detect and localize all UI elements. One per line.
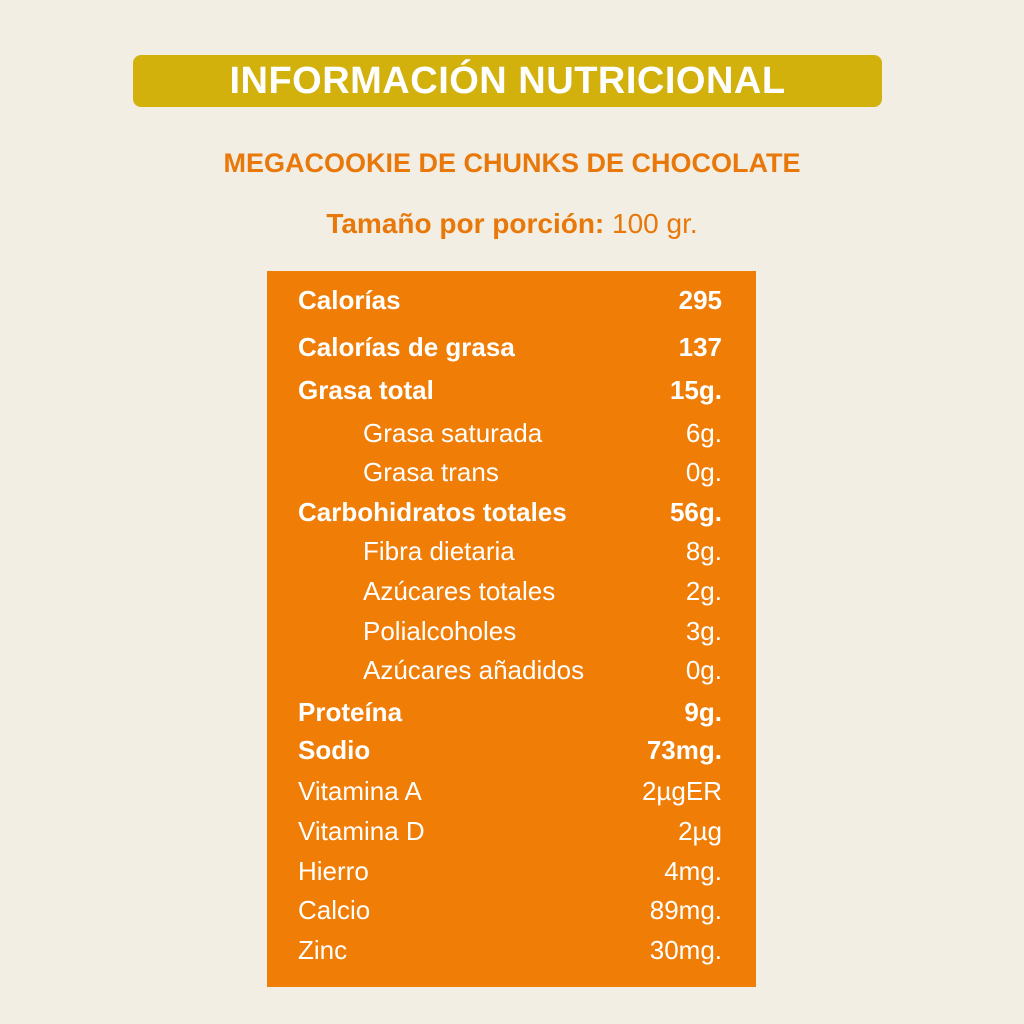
table-row: Calorías 295 bbox=[267, 282, 756, 318]
serving-label: Tamaño por porción: bbox=[326, 208, 605, 239]
table-row: Hierro 4mg. bbox=[267, 853, 756, 889]
nutrient-amount: 0g. bbox=[685, 655, 722, 685]
table-row: Proteína 9g. bbox=[267, 694, 756, 730]
nutrient-amount: 2µg bbox=[678, 816, 722, 846]
nutrient-amount: 8g. bbox=[685, 536, 722, 566]
table-row: Polialcoholes 3g. bbox=[267, 613, 756, 649]
nutrient-name: Sodio bbox=[298, 735, 371, 765]
nutrient-amount: 89mg. bbox=[649, 895, 722, 925]
nutrient-name: Grasa total bbox=[298, 375, 434, 405]
nutrient-amount: 2g. bbox=[685, 576, 722, 606]
nutrient-amount: 30mg. bbox=[649, 935, 722, 965]
nutrient-amount: 295 bbox=[678, 285, 722, 315]
nutrient-name: Hierro bbox=[298, 856, 369, 886]
nutrient-amount: 73mg. bbox=[646, 735, 722, 765]
serving-value: 100 gr. bbox=[612, 208, 698, 239]
nutrient-amount: 15g. bbox=[669, 375, 722, 405]
nutrient-amount: 3g. bbox=[685, 616, 722, 646]
nutrient-amount: 56g. bbox=[669, 497, 722, 527]
nutrient-name: Calorías bbox=[298, 285, 401, 315]
nutrition-table: Calorías 295 Calorías de grasa 137 Grasa tot… bbox=[267, 271, 756, 987]
nutrient-name: Zinc bbox=[298, 935, 348, 965]
nutrient-name: Calcio bbox=[298, 895, 371, 925]
nutrient-amount: 9g. bbox=[684, 697, 722, 727]
table-row: Fibra dietaria 8g. bbox=[267, 533, 756, 569]
nutrient-amount: 4mg. bbox=[664, 856, 722, 886]
table-row: Vitamina D 2µg bbox=[267, 813, 756, 849]
nutrient-amount: 6g. bbox=[685, 418, 722, 448]
title: INFORMACIÓN NUTRICIONAL bbox=[133, 55, 882, 107]
table-row: Sodio 73mg. bbox=[267, 732, 756, 768]
nutrient-name: Polialcoholes bbox=[363, 616, 517, 646]
table-row: Grasa total 15g. bbox=[267, 372, 756, 408]
table-row: Azúcares totales 2g. bbox=[267, 573, 756, 609]
nutrient-amount: 0g. bbox=[685, 457, 722, 487]
serving: Tamaño por porción: 100 gr. bbox=[0, 208, 1024, 240]
nutrient-amount: 137 bbox=[678, 332, 722, 362]
nutrient-name: Vitamina D bbox=[298, 816, 425, 846]
nutrient-name: Grasa saturada bbox=[363, 418, 543, 448]
nutrient-name: Calorías de grasa bbox=[298, 332, 515, 362]
subtitle: MEGACOOKIE DE CHUNKS DE CHOCOLATE bbox=[223, 148, 801, 178]
table-row: Carbohidratos totales 56g. bbox=[267, 494, 756, 530]
nutrient-name: Azúcares añadidos bbox=[363, 655, 585, 685]
nutrient-amount: 2µgER bbox=[641, 776, 722, 806]
table-row: Grasa trans 0g. bbox=[267, 454, 756, 490]
table-row: Calcio 89mg. bbox=[267, 892, 756, 928]
nutrient-name: Vitamina A bbox=[298, 776, 422, 806]
nutrient-name: Proteína bbox=[298, 697, 403, 727]
table-row: Calorías de grasa 137 bbox=[267, 329, 756, 365]
nutrient-name: Carbohidratos totales bbox=[298, 497, 567, 527]
table-row: Zinc 30mg. bbox=[267, 932, 756, 968]
table-row: Vitamina A 2µgER bbox=[267, 773, 756, 809]
table-row: Azúcares añadidos 0g. bbox=[267, 652, 756, 688]
nutrient-name: Fibra dietaria bbox=[363, 536, 515, 566]
table-row: Grasa saturada 6g. bbox=[267, 415, 756, 451]
nutrient-name: Grasa trans bbox=[363, 457, 499, 487]
nutrient-name: Azúcares totales bbox=[363, 576, 556, 606]
